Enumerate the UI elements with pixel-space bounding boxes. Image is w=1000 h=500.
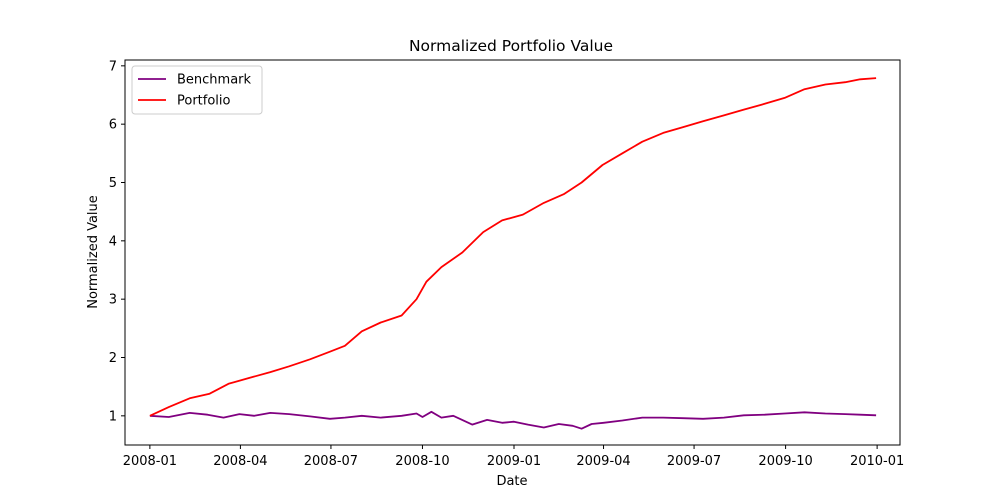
legend-box <box>131 65 263 115</box>
plot-lines <box>149 77 877 430</box>
legend-label-benchmark: Benchmark <box>177 73 252 88</box>
x-tick-label: 2008-10 <box>395 454 449 469</box>
y-tick-label: 5 <box>109 176 117 191</box>
y-tick-label: 4 <box>109 234 117 249</box>
y-axis: 1 2 3 4 5 6 7 <box>109 59 125 424</box>
y-tick-label: 2 <box>109 351 117 366</box>
y-tick-label: 7 <box>109 59 117 74</box>
x-tick-label: 2009-10 <box>758 454 812 469</box>
x-axis: 2008-01 2008-04 2008-07 2008-10 2009-01 2009-… <box>123 445 904 469</box>
y-tick-label: 3 <box>109 293 117 308</box>
x-tick-label: 2009-01 <box>487 454 541 469</box>
y-tick-label: 6 <box>109 118 117 133</box>
x-tick-label: 2009-07 <box>667 454 721 469</box>
y-axis-label: Normalized Value <box>86 195 101 309</box>
chart-title: Normalized Portfolio Value <box>409 37 613 55</box>
series-line-portfolio <box>149 77 877 417</box>
plot-frame <box>124 59 901 446</box>
series-line-benchmark <box>149 410 877 430</box>
x-tick-label: 2009-04 <box>576 454 630 469</box>
x-axis-label: Date <box>496 474 527 489</box>
y-tick-label: 1 <box>109 409 117 424</box>
x-tick-label: 2008-01 <box>123 454 177 469</box>
legend: Benchmark Portfolio <box>131 65 263 115</box>
legend-label-portfolio: Portfolio <box>177 94 231 109</box>
x-tick-label: 2010-01 <box>850 454 904 469</box>
x-tick-label: 2008-04 <box>213 454 267 469</box>
x-tick-label: 2008-07 <box>304 454 358 469</box>
